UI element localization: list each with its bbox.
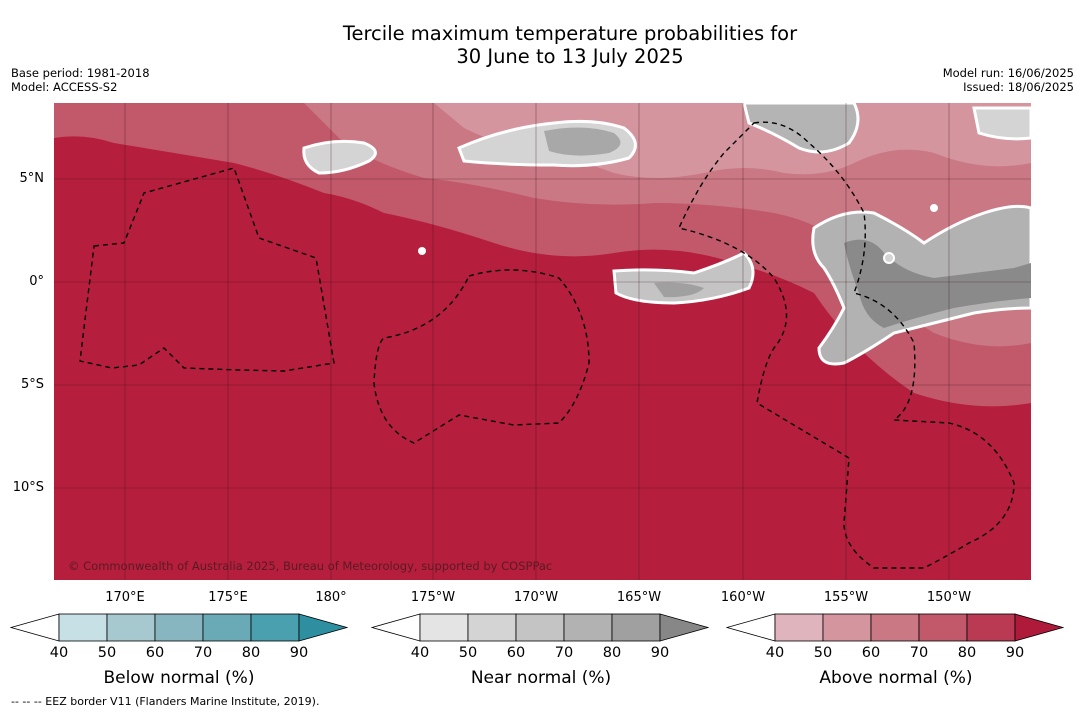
- cbar-swatch: [966, 613, 1016, 642]
- island-marker: [418, 247, 426, 255]
- cbar-swatch: [371, 613, 421, 642]
- cbar-tick: 70: [909, 645, 929, 661]
- cbar-tick: 40: [765, 645, 785, 661]
- cbar-tick: 80: [602, 645, 622, 661]
- title-line-2: 30 June to 13 July 2025: [456, 45, 684, 68]
- cbar-swatch: [563, 613, 613, 642]
- cbar-swatch: [1014, 613, 1064, 642]
- near-normal-patch-northeast: [742, 103, 860, 154]
- metadata-left: Base period: 1981-2018 Model: ACCESS-S2: [11, 66, 150, 94]
- cbar-swatch: [822, 613, 872, 642]
- lat-label-5s: 5°S: [20, 377, 44, 392]
- cbar-swatch: [10, 613, 60, 642]
- lon-label-175w: 175°W: [410, 590, 456, 605]
- colorbar-below-title: Below normal (%): [103, 668, 255, 688]
- cbar-tick: 50: [813, 645, 833, 661]
- cbar-tick: 80: [957, 645, 977, 661]
- cbar-tick: 40: [410, 645, 430, 661]
- cbar-swatch: [918, 613, 968, 642]
- lon-label-180: 180°: [315, 590, 347, 605]
- lon-label-160w: 160°W: [720, 590, 766, 605]
- near-normal-patch-east-top: [972, 106, 1031, 141]
- near-normal-patch-equator-dark: [654, 282, 704, 298]
- cbar-swatch: [106, 613, 156, 642]
- cbar-swatch: [515, 613, 565, 642]
- lon-label-150w: 150°W: [926, 590, 972, 605]
- cbar-swatch: [870, 613, 920, 642]
- colorbar-above-normal: [726, 613, 1064, 642]
- lon-label-155w: 155°W: [823, 590, 869, 605]
- cbar-tick: 40: [49, 645, 69, 661]
- cbar-swatch: [202, 613, 252, 642]
- cbar-swatch: [250, 613, 300, 642]
- cbar-swatch: [58, 613, 108, 642]
- cbar-swatch: [298, 613, 348, 642]
- cbar-tick: 50: [458, 645, 478, 661]
- island-marker: [930, 204, 938, 212]
- cbar-swatch: [659, 613, 709, 642]
- title-line-1: Tercile maximum temperature probabilitie…: [342, 22, 798, 45]
- graticule: [54, 103, 1031, 580]
- probability-map: [54, 103, 1031, 580]
- near-normal-patch-north-dark: [544, 127, 621, 156]
- island-marker: [883, 252, 895, 264]
- cbar-tick: 60: [861, 645, 881, 661]
- lon-label-165w: 165°W: [616, 590, 662, 605]
- model-run-text: Model run: 16/06/2025: [942, 66, 1074, 80]
- copyright-notice: © Commonwealth of Australia 2025, Bureau…: [68, 559, 553, 573]
- near-normal-patch-equator: [612, 251, 755, 305]
- model-text: Model: ACCESS-S2: [11, 80, 118, 94]
- cbar-tick: 90: [650, 645, 670, 661]
- map-title: Tercile maximum temperature probabilitie…: [0, 22, 1085, 68]
- colorbar-near-normal: [371, 613, 709, 642]
- cbar-tick: 70: [193, 645, 213, 661]
- cbar-tick: 50: [97, 645, 117, 661]
- eez-legend-note: -- -- -- EEZ border V11 (Flanders Marine…: [11, 695, 320, 708]
- lat-label-0: 0°: [29, 274, 44, 289]
- cbar-swatch: [611, 613, 661, 642]
- lon-label-170e: 170°E: [105, 590, 145, 605]
- cbar-tick: 90: [289, 645, 309, 661]
- lat-label-10s: 10°S: [12, 480, 44, 495]
- colorbar-near-title: Near normal (%): [470, 668, 612, 688]
- cbar-tick: 70: [554, 645, 574, 661]
- cbar-tick: 80: [241, 645, 261, 661]
- lon-label-170w: 170°W: [513, 590, 559, 605]
- cbar-swatch: [467, 613, 517, 642]
- eez-borders: [79, 121, 1015, 569]
- cbar-tick: 90: [1005, 645, 1025, 661]
- issued-text: Issued: 18/06/2025: [963, 80, 1074, 94]
- cbar-swatch: [774, 613, 824, 642]
- lon-label-175e: 175°E: [208, 590, 248, 605]
- colorbar-above-title: Above normal (%): [819, 668, 973, 688]
- colorbar-below-normal: [10, 613, 348, 642]
- lat-label-5n: 5°N: [19, 171, 45, 186]
- metadata-right: Model run: 16/06/2025 Issued: 18/06/2025: [943, 66, 1074, 94]
- base-period-text: Base period: 1981-2018: [11, 66, 150, 80]
- cbar-tick: 60: [506, 645, 526, 661]
- cbar-swatch: [726, 613, 776, 642]
- cbar-tick: 60: [145, 645, 165, 661]
- cbar-swatch: [419, 613, 469, 642]
- cbar-swatch: [154, 613, 204, 642]
- near-normal-patch-northwest: [302, 139, 377, 175]
